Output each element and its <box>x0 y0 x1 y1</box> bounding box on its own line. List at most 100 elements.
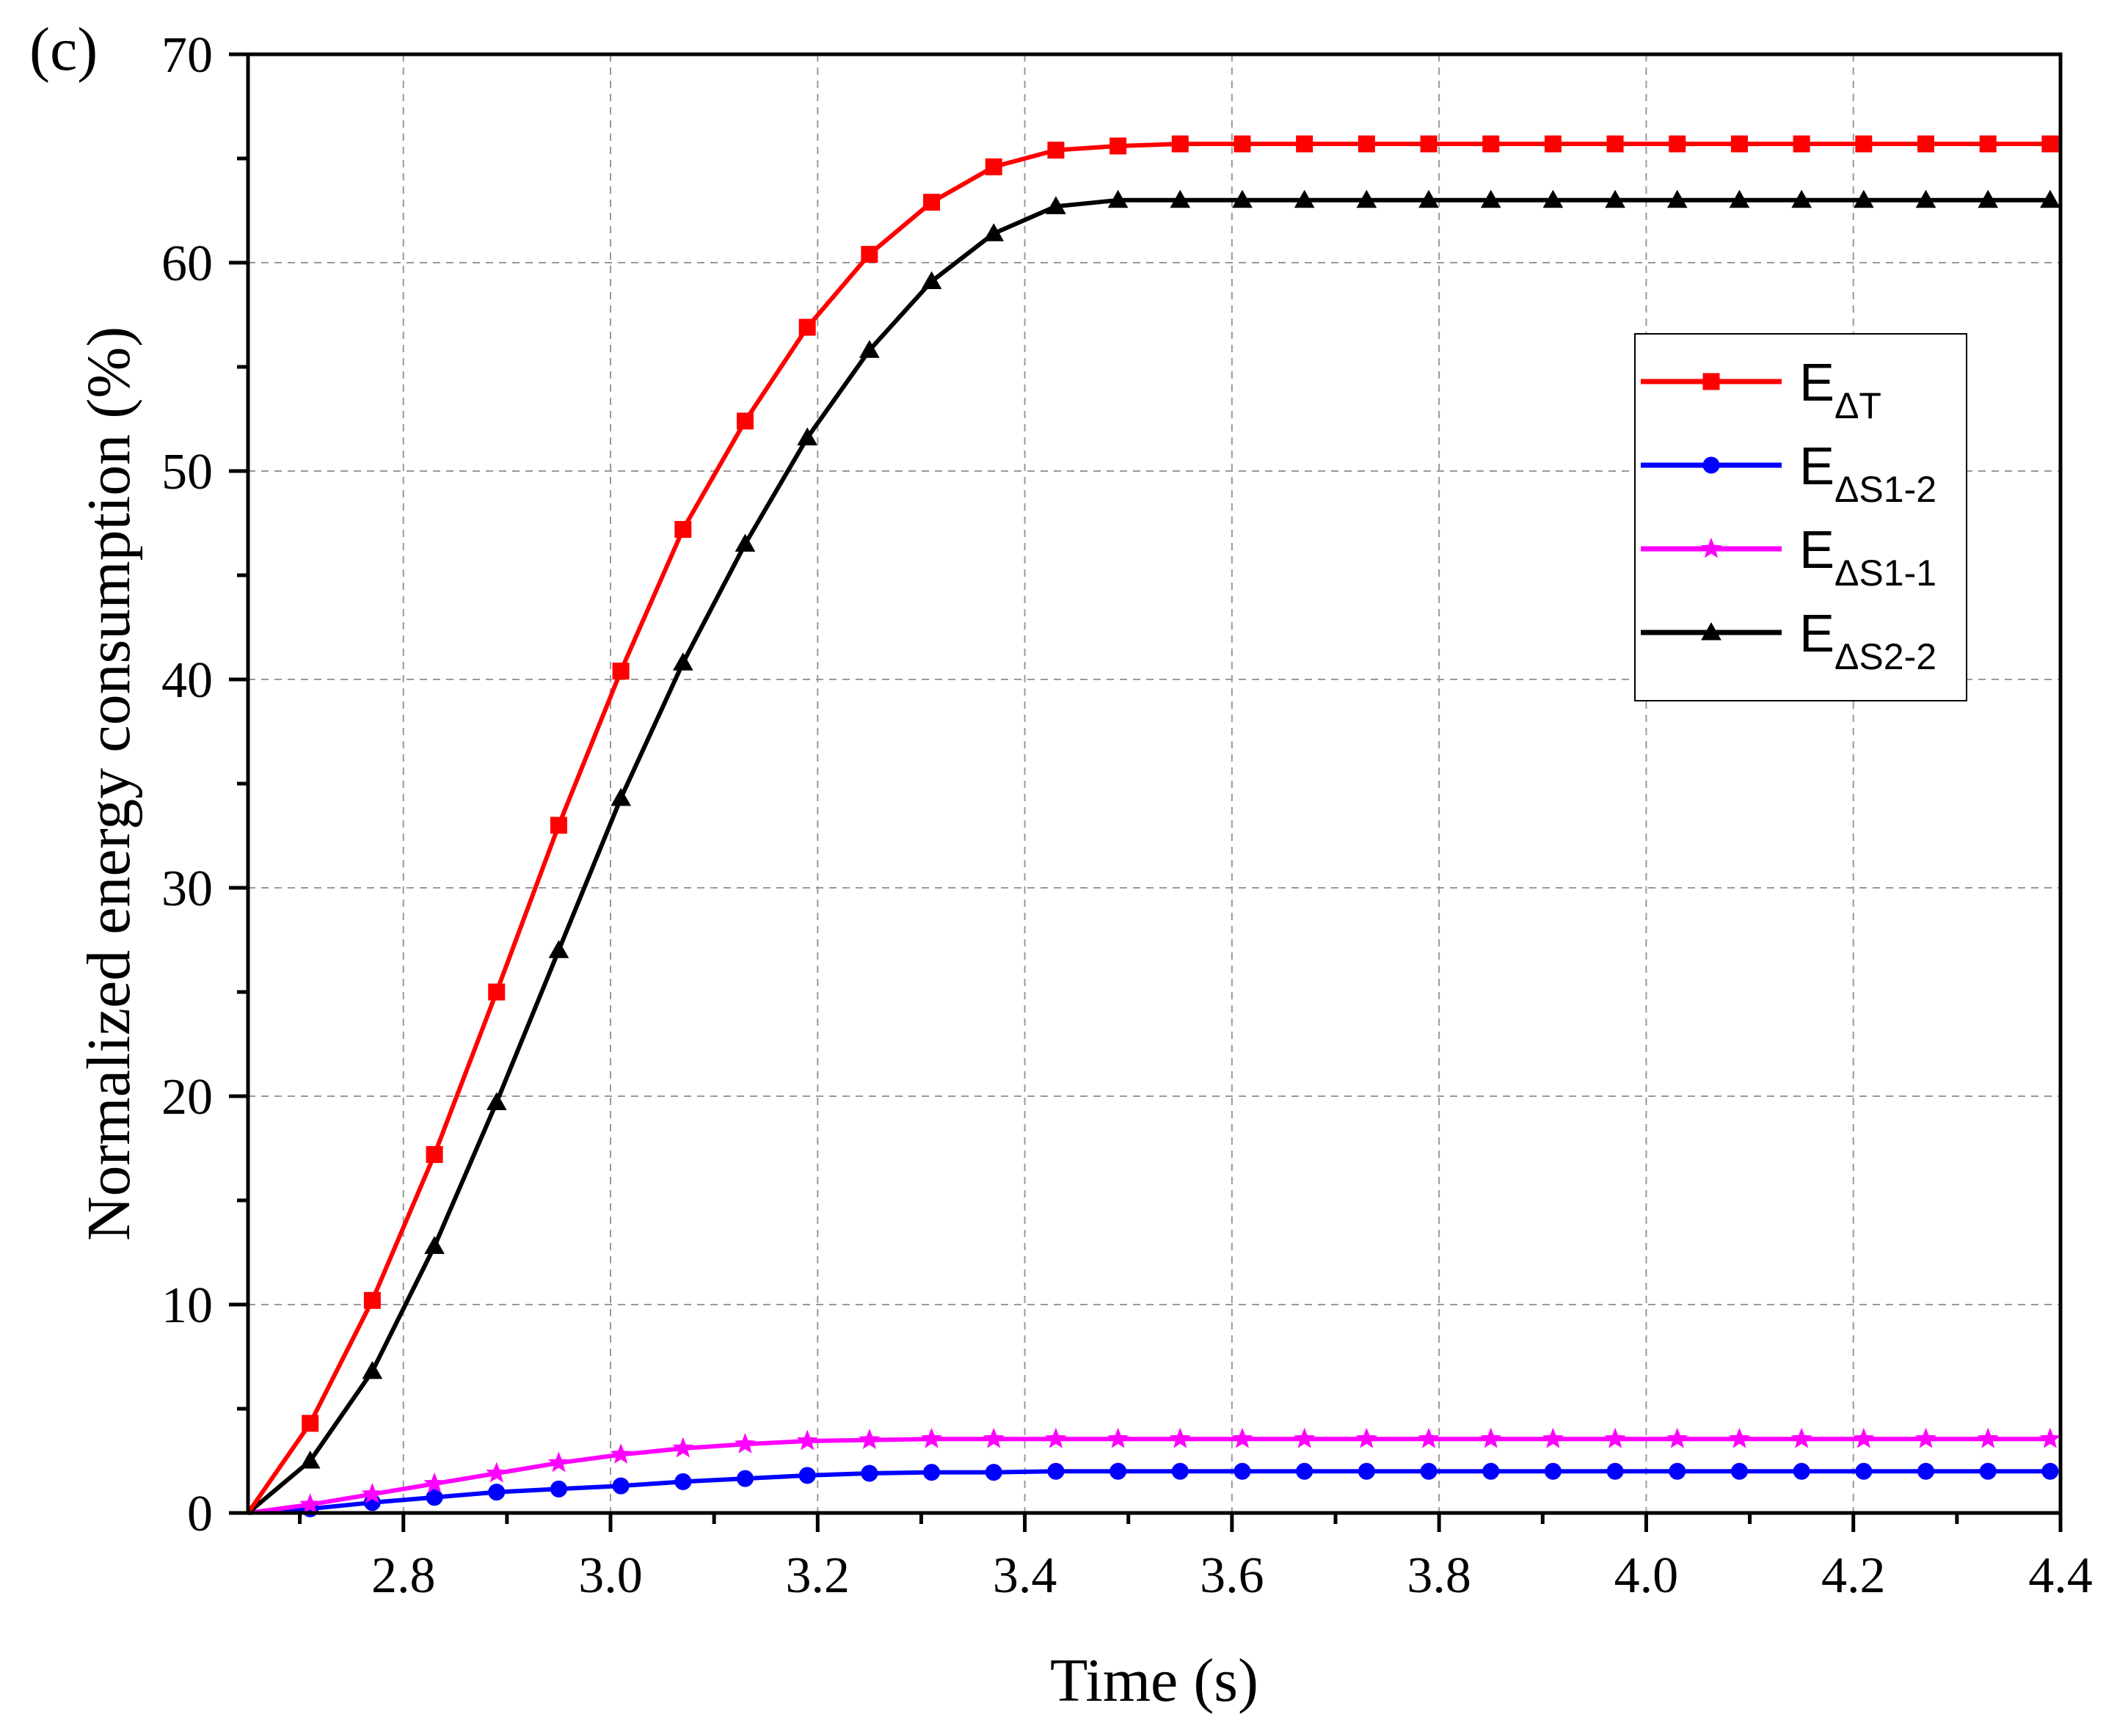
y-tick-label: 10 <box>161 1277 213 1334</box>
data-point <box>859 340 880 358</box>
data-point <box>2039 1427 2061 1448</box>
data-point <box>1170 189 1191 208</box>
data-point <box>796 1429 818 1451</box>
data-point <box>1358 1462 1375 1480</box>
data-point <box>1296 135 1313 153</box>
data-point <box>1729 189 1750 208</box>
data-point <box>1296 1462 1313 1480</box>
data-point <box>611 787 631 806</box>
data-point <box>672 652 693 671</box>
data-point <box>1544 1462 1562 1480</box>
series-line <box>246 142 2050 1514</box>
legend-label-subscript: ΔT <box>1834 385 1881 426</box>
legend-entry-label: EΔS2-2 <box>1799 605 1936 677</box>
data-point <box>1356 189 1377 208</box>
data-point <box>983 1427 1005 1448</box>
data-point <box>923 194 941 211</box>
data-point <box>674 521 692 539</box>
data-point <box>1234 135 1251 153</box>
data-point <box>734 1432 757 1454</box>
data-point <box>1666 189 1688 208</box>
y-tick-label: 40 <box>161 652 213 709</box>
data-point <box>1107 1427 1129 1448</box>
data-point <box>1234 1462 1251 1480</box>
panel-label: (c) <box>29 15 98 84</box>
data-point <box>1171 135 1189 153</box>
y-tick-label: 0 <box>187 1486 213 1542</box>
y-tick-label: 60 <box>161 236 213 292</box>
legend-box <box>1634 333 1967 701</box>
data-point <box>921 271 942 290</box>
data-point <box>1669 135 1686 153</box>
legend-entry-label: EΔT <box>1799 354 1881 426</box>
data-point <box>1047 1462 1065 1480</box>
data-point <box>920 1427 943 1448</box>
data-point <box>1605 189 1625 208</box>
legend-label-main: E <box>1799 521 1834 580</box>
data-point <box>488 983 506 1001</box>
data-point <box>672 1437 694 1458</box>
x-tick-label: 3.4 <box>993 1547 1057 1604</box>
data-point <box>1793 1462 1810 1480</box>
data-point <box>1917 1462 1935 1480</box>
data-point <box>1666 1427 1688 1448</box>
data-point <box>1791 189 1812 208</box>
y-tick-label: 50 <box>161 444 213 500</box>
data-point <box>1232 189 1253 208</box>
data-point <box>612 663 630 680</box>
series-line <box>247 1469 2050 1515</box>
series-0 <box>246 135 2059 1514</box>
data-point <box>1171 1462 1189 1480</box>
series-1 <box>247 1462 2059 1517</box>
data-point <box>361 1483 384 1503</box>
data-point <box>861 246 878 263</box>
data-point <box>736 412 754 430</box>
data-point <box>1420 1462 1438 1480</box>
data-point <box>550 1480 567 1498</box>
series-line <box>247 197 2050 1515</box>
data-point <box>1109 1462 1127 1480</box>
series-2 <box>247 1427 2061 1515</box>
data-point <box>486 1462 508 1483</box>
x-tick-label: 3.2 <box>786 1547 850 1604</box>
data-point <box>299 1493 321 1514</box>
data-point <box>798 318 816 336</box>
data-point <box>363 1291 381 1309</box>
data-point <box>798 1467 816 1484</box>
data-point <box>2041 1462 2059 1480</box>
data-point <box>1669 1462 1686 1480</box>
data-point <box>1730 135 1748 153</box>
data-point <box>1420 135 1438 153</box>
data-point <box>983 223 1005 241</box>
ticks: 2.8 3.0 3.2 3.4 3.6 3.8 4.0 4.2 4.4 0 10 20 30 40 50 60… <box>161 27 2093 1604</box>
y-tick-label: 20 <box>161 1069 213 1126</box>
data-point <box>1169 1427 1191 1448</box>
data-point <box>797 427 818 446</box>
legend-swatch-marker <box>1701 621 1721 641</box>
data-point <box>985 158 1002 175</box>
data-point <box>1047 142 1065 159</box>
data-point <box>1231 1427 1253 1448</box>
legend-swatch-marker <box>1700 537 1722 558</box>
data-point <box>1482 135 1500 153</box>
data-point <box>424 1236 445 1254</box>
data-point <box>1855 1462 1873 1480</box>
data-point <box>1418 189 1439 208</box>
legend-label-main: E <box>1799 605 1834 663</box>
x-axis-title: Time (s) <box>1050 1646 1258 1715</box>
data-point <box>1482 1462 1500 1480</box>
data-point <box>1604 1427 1626 1448</box>
data-point <box>1542 189 1564 208</box>
data-point <box>547 1451 570 1473</box>
legend-label-subscript: ΔS2-2 <box>1834 636 1936 677</box>
x-tick-label: 4.2 <box>1821 1547 1886 1604</box>
data-point <box>1917 135 1935 153</box>
data-point <box>1542 1427 1564 1448</box>
data-point <box>1853 189 1874 208</box>
legend-entry-label: EΔS1-2 <box>1799 437 1936 510</box>
data-point <box>299 1450 321 1469</box>
data-point <box>985 1464 1002 1481</box>
data-point <box>1294 189 1315 208</box>
